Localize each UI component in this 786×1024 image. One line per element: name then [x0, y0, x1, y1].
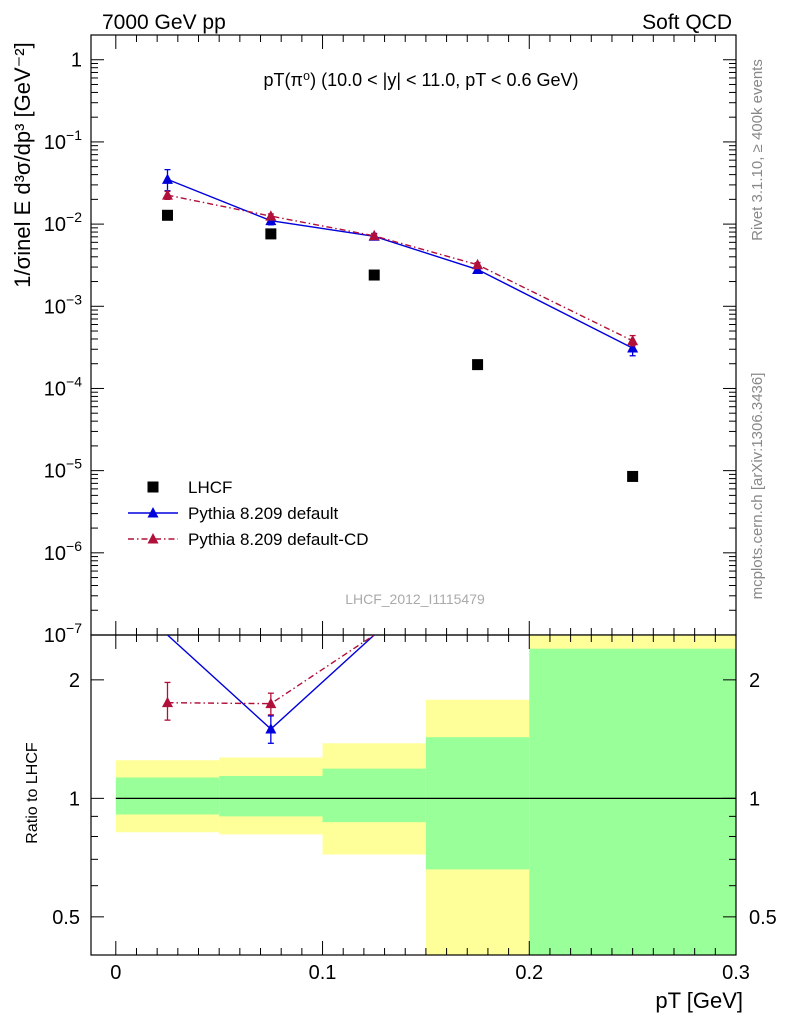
data-point-square: [368, 269, 380, 281]
data-point-triangle: [161, 189, 173, 200]
main-series: [161, 168, 639, 482]
y-tick-label: 10−6: [44, 538, 82, 565]
x-tick-label: 0.3: [722, 962, 750, 984]
data-point-square: [627, 470, 639, 482]
x-tick-label: 0.1: [309, 962, 337, 984]
ratio-frame: [90, 634, 737, 956]
legend: LHCF Pythia 8.209 default Pythia 8.209 def…: [128, 478, 369, 549]
y-tick-label: 10−7: [44, 620, 82, 647]
uncertainty-band-green: [322, 768, 426, 823]
y-tick-label: 10−5: [44, 456, 82, 483]
data-point-triangle: [472, 258, 484, 270]
ratio-bands: [115, 635, 736, 955]
y-tick-label: 10−4: [44, 373, 82, 400]
data-point-triangle: [627, 342, 639, 353]
rivet-label: Rivet 3.1.10, ≥ 400k events: [749, 59, 766, 241]
x-axis-label: pT [GeV]: [655, 988, 743, 1013]
ratio-y-tick-label: 2: [69, 670, 80, 692]
data-point-triangle: [161, 696, 173, 708]
ratio-y-tick-label: 0.5: [52, 907, 80, 929]
header-left: 7000 GeV pp: [102, 11, 226, 34]
legend-label: LHCF: [188, 478, 232, 497]
uncertainty-band-green: [529, 648, 736, 955]
data-point-triangle: [147, 507, 159, 518]
uncertainty-band-green: [219, 775, 323, 817]
uncertainty-band-green: [425, 737, 530, 870]
watermark: LHCF_2012_I1115479: [345, 591, 485, 607]
ratio-y-tick-label-right: 2: [749, 670, 760, 692]
x-tick-label: 0: [110, 962, 121, 984]
x-tick-label: 0.2: [515, 962, 543, 984]
y-tick-label: 10−3: [44, 291, 82, 318]
data-point-triangle: [161, 173, 173, 184]
mcplots-label: mcplots.cern.ch [arXiv:1306.3436]: [749, 373, 766, 600]
series-line: [167, 194, 633, 342]
data-point-square: [265, 228, 277, 240]
data-point-triangle: [368, 229, 380, 241]
ratio-y-tick-label-right: 1: [749, 788, 760, 810]
ratio-ylabel: Ratio to LHCF: [24, 742, 41, 844]
data-point-triangle: [265, 697, 277, 709]
ratio-panel: 0 0.1 0.2 0.3 0.5 0.5 1 1 2 2: [52, 634, 777, 984]
main-ylabel: 1/σinel E d³σ/dp³ [GeV⁻²]: [10, 42, 35, 287]
legend-label: Pythia 8.209 default-CD: [188, 530, 369, 549]
main-title: pT(π⁰) (10.0 < |y| < 11.0, pT < 0.6 GeV): [264, 70, 579, 90]
data-point-triangle: [627, 334, 639, 346]
series-line: [167, 178, 633, 349]
data-point-square: [161, 209, 173, 221]
legend-label: Pythia 8.209 default: [188, 504, 339, 523]
data-point-triangle: [265, 723, 277, 734]
y-tick-label: 10−1: [44, 127, 82, 154]
header-right: Soft QCD: [642, 11, 732, 34]
ratio-y-tick-label-right: 0.5: [749, 907, 777, 929]
data-point-square: [147, 481, 159, 493]
ratio-y-tick-label: 1: [69, 788, 80, 810]
y-tick-label: 1: [71, 50, 82, 72]
y-tick-label: 10−2: [44, 209, 82, 236]
main-panel: 10−7 10−6 10−5 10−4 10−3 10−2 10−1 1 LHCF Pythia …: [44, 34, 737, 647]
data-point-triangle: [265, 210, 277, 221]
data-point-triangle: [147, 533, 159, 544]
data-point-square: [472, 359, 484, 371]
uncertainty-band-green: [115, 777, 220, 815]
ratio-series: [161, 635, 375, 744]
